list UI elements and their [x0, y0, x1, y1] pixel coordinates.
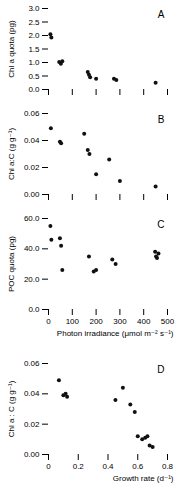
svg-text:0.0: 0.0: [28, 85, 40, 94]
svg-text:0.00: 0.00: [24, 450, 40, 459]
svg-text:0.06: 0.06: [24, 359, 40, 368]
svg-text:2.0: 2.0: [28, 31, 40, 40]
svg-text:POC quota (pg): POC quota (pg): [7, 236, 16, 292]
svg-text:400: 400: [137, 317, 151, 326]
svg-text:0.00: 0.00: [24, 190, 40, 199]
svg-text:1.5: 1.5: [28, 45, 40, 54]
svg-text:Photon irradiance (μmol m⁻² s⁻: Photon irradiance (μmol m⁻² s⁻¹): [57, 329, 174, 338]
svg-text:0.5: 0.5: [28, 72, 40, 81]
svg-text:C: C: [157, 219, 164, 230]
svg-text:20.0: 20.0: [24, 275, 40, 284]
svg-text:100: 100: [66, 317, 80, 326]
svg-text:0.8: 0.8: [162, 462, 174, 471]
svg-text:0: 0: [46, 317, 51, 326]
svg-text:0.06: 0.06: [24, 109, 40, 118]
svg-text:2.5: 2.5: [28, 18, 40, 27]
svg-text:0: 0: [46, 462, 51, 471]
svg-text:300: 300: [113, 317, 127, 326]
svg-text:0.4: 0.4: [102, 462, 114, 471]
svg-text:0.02: 0.02: [24, 163, 40, 172]
svg-text:1.0: 1.0: [28, 58, 40, 67]
svg-text:500: 500: [161, 317, 175, 326]
svg-text:Chl a quota (pg): Chl a quota (pg): [7, 20, 16, 78]
svg-text:0.0: 0.0: [28, 305, 40, 314]
svg-text:0.04: 0.04: [24, 389, 40, 398]
svg-text:D: D: [157, 364, 164, 375]
svg-text:Chl a:C (g g⁻¹): Chl a:C (g g⁻¹): [7, 128, 16, 181]
svg-text:0.04: 0.04: [24, 136, 40, 145]
svg-text:200: 200: [89, 317, 103, 326]
svg-text:0.02: 0.02: [24, 420, 40, 429]
svg-text:0.6: 0.6: [132, 462, 144, 471]
svg-text:60.0: 60.0: [24, 214, 40, 223]
svg-text:40.0: 40.0: [24, 244, 40, 253]
svg-text:0.2: 0.2: [73, 462, 85, 471]
svg-text:A: A: [158, 9, 165, 20]
svg-text:B: B: [158, 114, 165, 125]
svg-text:Growth rate (d⁻¹): Growth rate (d⁻¹): [113, 474, 174, 483]
svg-text:Chl a : C (g g⁻¹): Chl a : C (g g⁻¹): [7, 380, 16, 437]
svg-text:3.0: 3.0: [28, 4, 40, 13]
